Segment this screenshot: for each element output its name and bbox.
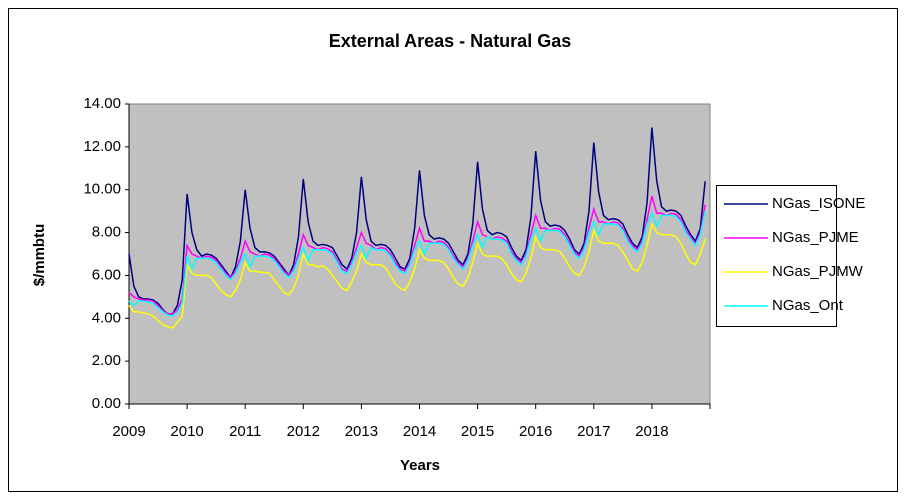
legend-label: NGas_PJME	[772, 229, 859, 246]
x-tick-label: 2014	[403, 423, 436, 440]
y-tick-label: 0.00	[92, 395, 121, 412]
legend-label: NGas_Ont	[772, 297, 844, 314]
x-tick-label: 2018	[635, 423, 668, 440]
legend-box	[716, 185, 837, 327]
y-tick-label: 4.00	[92, 309, 121, 326]
x-tick-label: 2009	[112, 423, 145, 440]
y-tick-label: 10.00	[83, 181, 121, 198]
y-tick-label: 8.00	[92, 224, 121, 241]
x-tick-label: 2013	[345, 423, 378, 440]
y-tick-label: 14.00	[83, 95, 121, 112]
x-tick-label: 2011	[229, 423, 261, 440]
y-tick-label: 12.00	[83, 138, 121, 155]
y-tick-label: 6.00	[92, 266, 121, 283]
chart-title: External Areas - Natural Gas	[329, 31, 571, 51]
series-line	[128, 127, 706, 315]
series-line	[128, 221, 706, 329]
x-axis-title: Years	[400, 457, 440, 474]
legend-label: NGas_PJMW	[772, 263, 864, 280]
series-line	[128, 210, 706, 317]
legend-label: NGas_ISONE	[772, 195, 865, 212]
x-tick-label: 2010	[170, 423, 203, 440]
x-tick-label: 2012	[287, 423, 320, 440]
x-tick-label: 2016	[519, 423, 552, 440]
y-tick-label: 2.00	[92, 352, 121, 369]
y-axis-title: $/mmbtu	[31, 224, 48, 287]
x-tick-label: 2017	[577, 423, 610, 440]
plot-area	[128, 103, 711, 405]
x-tick-label: 2015	[461, 423, 494, 440]
